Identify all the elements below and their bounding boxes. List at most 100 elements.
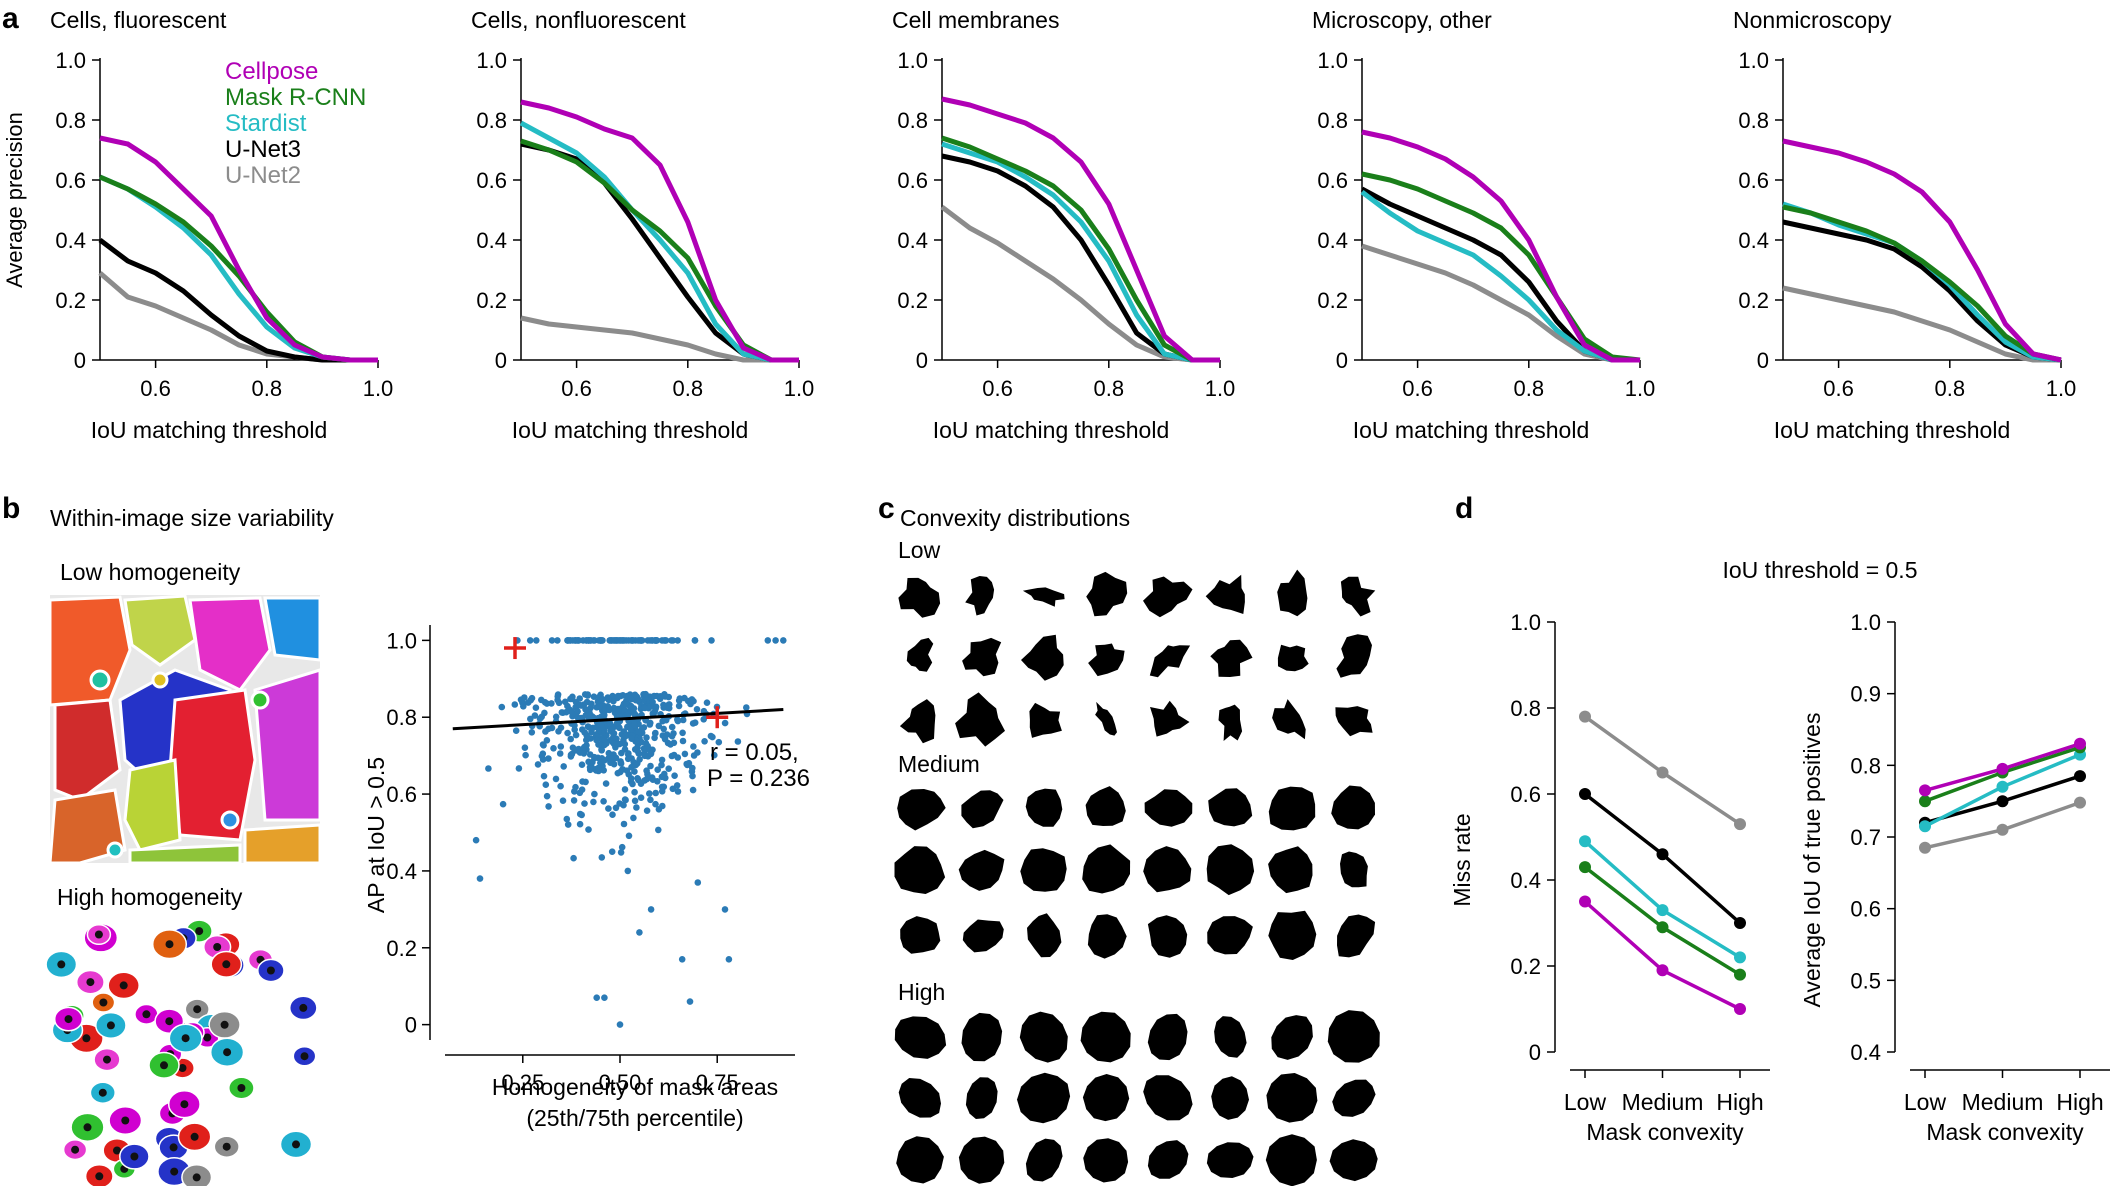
line-chart-5: Nonmicroscopy 0 0.2 0.4 0.6 0.8 1.0 0.6 0.8 1.0 Io… (1733, 7, 2076, 443)
y-tick-label: 0.2 (897, 288, 928, 313)
scatter-point (617, 758, 624, 765)
scatter-point (556, 750, 564, 757)
mask-shape (1144, 789, 1193, 827)
cell-nucleus (142, 1010, 151, 1019)
scatter-point (527, 715, 534, 723)
series-point-cellpose (1656, 964, 1669, 977)
panel-a-ylabel: Average precision (2, 112, 27, 288)
scatter-y-tick-label: 0.6 (386, 782, 417, 807)
scatter-point (685, 759, 693, 767)
scatter-point (659, 717, 666, 725)
legend-unet3: U-Net3 (225, 136, 301, 163)
high-homogeneity-label: High homogeneity (57, 884, 243, 910)
mask-shape (1080, 1011, 1131, 1063)
scatter-point (584, 691, 591, 698)
legend-maskrcnn: Mask R-CNN (225, 84, 366, 111)
scatter-point (646, 790, 653, 797)
scatter-point (601, 711, 608, 719)
avg-iou-chart: 0.4 0.5 0.6 0.7 0.8 0.9 1.0 Low Medium High (1850, 610, 2110, 1115)
scatter-point (485, 765, 492, 772)
series-point-mask-r-cnn (1656, 921, 1669, 934)
y-tick-label: 0 (495, 348, 507, 373)
mask-shape (1149, 645, 1191, 678)
regression-line (452, 708, 784, 731)
mask-shape (1268, 786, 1316, 831)
mask-shape (894, 846, 946, 894)
scatter-point (472, 836, 480, 844)
mask-shape (1268, 846, 1313, 894)
scatter-point (608, 848, 616, 855)
mask-shape (1277, 644, 1309, 672)
x-tick-label: Medium (1962, 1089, 2044, 1115)
scatter-y-tick-label: 0.8 (386, 705, 417, 730)
series-point-u-net2 (1656, 766, 1669, 779)
convexity-shapes-grid (894, 569, 1380, 1186)
y-tick-label: 1.0 (476, 48, 507, 73)
scatter-point (542, 781, 550, 788)
y-tick-label: 1.0 (897, 48, 928, 73)
series-point-u-net3 (1996, 795, 2009, 808)
mask-shape (897, 789, 946, 831)
line-chart-3: Cell membranes 0 0.2 0.4 0.6 0.8 1.0 0.6 0.8 1.0 I… (892, 7, 1235, 443)
x-tick-label: Low (1904, 1089, 1947, 1115)
scatter-point (647, 762, 654, 770)
cell-nucleus (94, 930, 103, 939)
scatter-point (563, 815, 571, 823)
scatter-point (515, 765, 523, 772)
scatter-point (589, 758, 596, 766)
series-line-u-net2 (940, 205, 1220, 363)
miss-rate-xlabel: Mask convexity (1586, 1119, 1744, 1145)
mask-shape (894, 1016, 947, 1059)
x-tick-label: 1.0 (363, 376, 394, 401)
scatter-point (578, 786, 586, 793)
scatter-point (476, 875, 484, 882)
x-tick-label: 0.6 (140, 376, 171, 401)
cell-nucleus (103, 1055, 111, 1064)
scatter-point (630, 814, 637, 822)
scatter-point (552, 775, 560, 783)
scatter-point (605, 749, 613, 757)
scatter-point (623, 767, 631, 774)
scatter-point (619, 692, 627, 699)
y-tick-label: 0.6 (1510, 782, 1541, 807)
scatter-point (633, 737, 640, 745)
x-tick-label: 0.6 (1402, 376, 1433, 401)
scatter-point (585, 723, 593, 731)
row-label-low: Low (898, 537, 941, 563)
scatter-point (545, 755, 552, 762)
scatter-point (643, 746, 651, 753)
scatter-point (578, 761, 586, 768)
scatter-point (539, 741, 547, 748)
scatter-point (654, 766, 661, 773)
scatter-point (600, 767, 607, 774)
low-homogeneity-label: Low homogeneity (60, 559, 241, 585)
cell-nucleus (106, 1021, 115, 1030)
scatter-point (588, 700, 595, 708)
scatter-point (689, 786, 697, 794)
series-point-u-net2 (1734, 818, 1746, 831)
scatter-point (658, 761, 665, 769)
panel-c-title: Convexity distributions (900, 505, 1130, 531)
y-tick-label: 0.4 (1317, 228, 1348, 253)
mask-shape (1271, 1015, 1313, 1060)
scatter-point (658, 773, 666, 781)
panel-letter-d: d (1455, 492, 1473, 525)
scatter-point (625, 832, 633, 840)
scatter-point (543, 792, 551, 800)
scatter-point (627, 706, 634, 714)
x-tick-label: 0.8 (673, 376, 704, 401)
scatter-point (636, 756, 643, 763)
series-point-cellpose (1579, 895, 1591, 908)
mask-shape (961, 1012, 1003, 1062)
x-tick-label: 0.8 (1094, 376, 1125, 401)
scatter-point (614, 769, 622, 777)
cell-nucleus (237, 1084, 246, 1092)
mask-shape (906, 637, 934, 672)
scatter-point (557, 782, 564, 790)
series-point-cellpose (1996, 762, 2009, 775)
scatter-point (564, 729, 571, 737)
cell-nucleus (222, 960, 231, 969)
panel-d-title: IoU threshold = 0.5 (1723, 557, 1918, 583)
scatter-point (586, 763, 594, 771)
scatter-point (721, 719, 729, 727)
